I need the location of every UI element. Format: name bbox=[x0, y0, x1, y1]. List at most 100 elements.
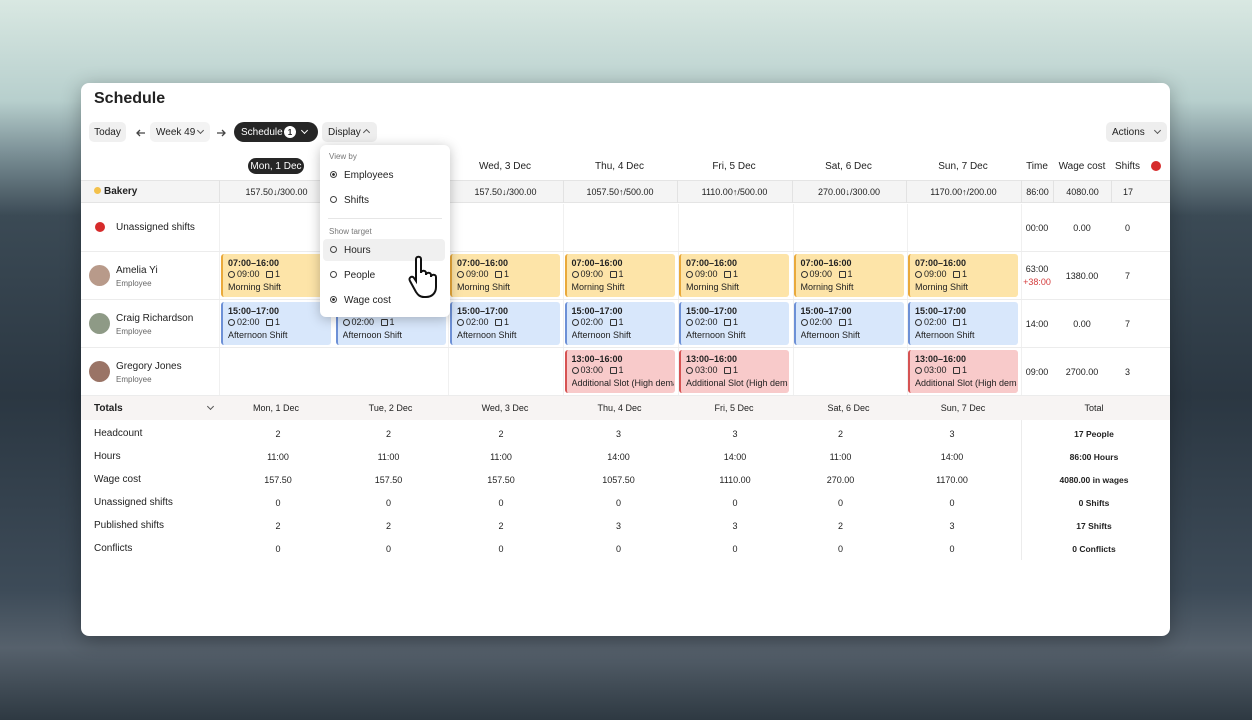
menu-option[interactable]: Hours bbox=[344, 244, 371, 256]
shift-duration: 02:00 bbox=[466, 316, 489, 327]
day-header: Mon, 1 Dec bbox=[250, 160, 302, 172]
shift-label: Afternoon Shift bbox=[686, 330, 746, 340]
week-button[interactable]: Week 49 bbox=[150, 122, 210, 142]
unassigned-icon bbox=[95, 222, 105, 232]
shift-count: 1 bbox=[275, 268, 281, 279]
shift-count: 1 bbox=[962, 364, 968, 375]
shift-duration: 02:00 bbox=[809, 316, 833, 327]
col-wage: Wage cost bbox=[1058, 160, 1106, 172]
totals-value: 0 bbox=[837, 543, 843, 554]
day-header: Thu, 4 Dec bbox=[595, 160, 644, 172]
totals-total-label: Total bbox=[1084, 403, 1104, 413]
totals-day: Mon, 1 Dec bbox=[252, 403, 300, 413]
col-border bbox=[1021, 348, 1022, 395]
shift-count: 1 bbox=[389, 316, 395, 327]
shift-time: 07:00–16:00 bbox=[571, 257, 623, 268]
shift-label: Morning Shift bbox=[686, 282, 740, 292]
employee-name: Craig Richardson bbox=[116, 312, 194, 324]
totals-value: 157.50 bbox=[487, 474, 515, 485]
employee-shifts: 3 bbox=[1124, 366, 1130, 377]
person-icon bbox=[495, 271, 502, 278]
shift-label: Afternoon Shift bbox=[915, 330, 975, 340]
col-border bbox=[678, 348, 679, 395]
col-border bbox=[1021, 252, 1022, 299]
col-time: Time bbox=[1026, 160, 1048, 172]
employee-name: Gregory Jones bbox=[116, 360, 182, 372]
clock-icon bbox=[457, 271, 464, 278]
shift-time: 13:00–16:00 bbox=[686, 353, 738, 364]
person-icon bbox=[609, 367, 617, 374]
shift-count: 1 bbox=[847, 316, 853, 327]
shift-label: Morning Shift bbox=[457, 282, 511, 292]
arrow-right bbox=[215, 126, 227, 138]
shift-card[interactable]: 13:00–16:00 03:00 1 Additional Slot (High d… bbox=[679, 350, 789, 393]
col-border bbox=[563, 252, 564, 299]
col-border bbox=[678, 252, 679, 299]
shift-time: 15:00–17:00 bbox=[457, 305, 509, 316]
menu-option[interactable]: People bbox=[344, 269, 376, 281]
avatar bbox=[89, 313, 110, 334]
shift-duration: 02:00 bbox=[237, 316, 260, 327]
alert-icon bbox=[1151, 161, 1161, 171]
shift-count: 1 bbox=[275, 316, 281, 327]
totals-value: 0 bbox=[498, 497, 504, 508]
col-border bbox=[219, 300, 220, 347]
person-icon bbox=[266, 271, 273, 278]
shift-count: 1 bbox=[847, 268, 853, 279]
totals-value: 0 bbox=[837, 497, 843, 508]
shift-label: Additional Slot (High demand) bbox=[686, 378, 788, 388]
clock-icon bbox=[915, 271, 922, 278]
totals-day: Sun, 7 Dec bbox=[940, 403, 986, 413]
clock-icon bbox=[915, 367, 922, 374]
shift-time: 15:00–17:00 bbox=[571, 305, 623, 316]
totals-value: 0 bbox=[385, 497, 391, 508]
shift-count: 1 bbox=[733, 268, 739, 279]
menu-option[interactable]: Shifts bbox=[344, 194, 370, 206]
col-border bbox=[907, 348, 908, 395]
shift-count: 1 bbox=[733, 364, 739, 375]
totals-value: 2 bbox=[275, 428, 281, 439]
totals-day: Tue, 2 Dec bbox=[368, 403, 413, 413]
shift-count: 1 bbox=[618, 364, 624, 375]
shift-card[interactable]: 13:00–16:00 03:00 1 Additional Slot (High d… bbox=[564, 350, 675, 393]
display-button[interactable]: Display bbox=[322, 122, 377, 142]
shift-count: 1 bbox=[618, 268, 624, 279]
person-icon bbox=[266, 319, 273, 326]
menu-option[interactable]: Employees bbox=[344, 169, 394, 181]
group-target: 1170.00↑/200.00 bbox=[906, 180, 1020, 203]
employee-time: 09:00 bbox=[1025, 366, 1049, 377]
shift-duration: 09:00 bbox=[924, 268, 947, 279]
totals-value: 1170.00 bbox=[936, 474, 968, 485]
shift-card[interactable]: 13:00–16:00 03:00 1 Additional Slot (High d… bbox=[908, 350, 1018, 393]
group-wage: 4080.00 bbox=[1053, 180, 1111, 203]
shift-label: Afternoon Shift bbox=[800, 330, 861, 340]
today-button[interactable]: Today bbox=[89, 122, 126, 142]
shift-duration: 09:00 bbox=[809, 268, 833, 279]
totals-value: 157.50 bbox=[374, 474, 403, 485]
person-icon bbox=[495, 319, 502, 326]
menu-option[interactable]: Wage cost bbox=[344, 294, 391, 306]
actions-button[interactable]: Actions bbox=[1106, 122, 1167, 142]
schedule-button[interactable]: Schedule bbox=[234, 122, 318, 142]
person-icon bbox=[724, 319, 731, 326]
clock-icon bbox=[457, 319, 464, 326]
shift-duration: 09:00 bbox=[695, 268, 718, 279]
col-border bbox=[907, 300, 908, 347]
totals-value: 3 bbox=[615, 428, 621, 439]
totals-value: 3 bbox=[949, 428, 955, 439]
unassigned-wage: 0.00 bbox=[1073, 222, 1091, 233]
totals-value: 2 bbox=[498, 520, 504, 531]
totals-value: 2 bbox=[837, 428, 843, 439]
